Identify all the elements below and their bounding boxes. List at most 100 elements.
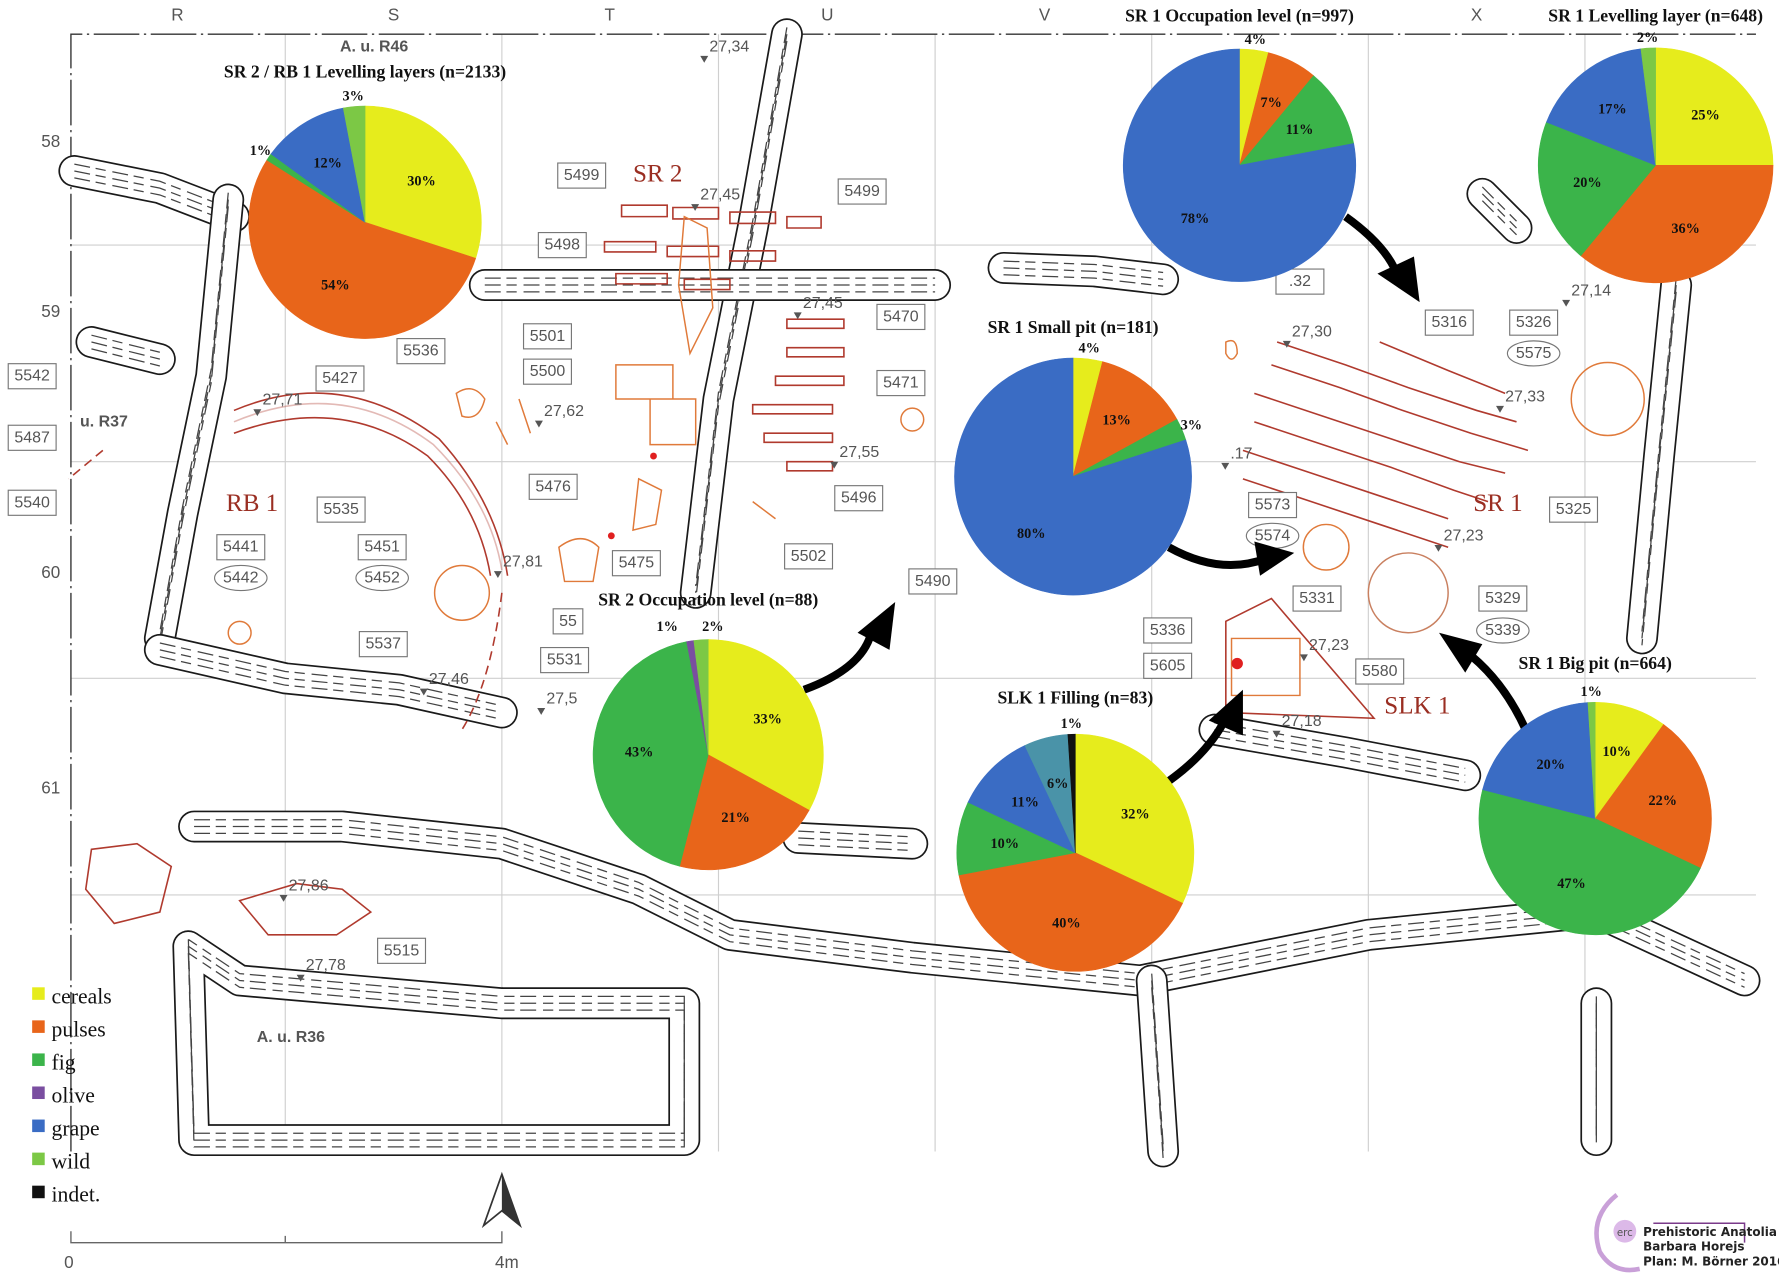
feature-number: 5580	[1362, 663, 1398, 680]
pie-slice-grape	[954, 357, 1192, 596]
pie-slice-label: 1%	[1061, 716, 1082, 732]
elevation-points: 27,34 27,45 27,45 27,71 27,62 27,55 27,81 27,46…	[253, 38, 1611, 982]
elevation-value: 27,86	[289, 877, 329, 894]
pie-slice-pulses	[958, 852, 1183, 972]
pie-slice-label: 21%	[721, 810, 750, 826]
pie-slice-label: 11%	[1011, 794, 1039, 810]
elevation-marker-icon	[830, 461, 839, 469]
archaeological-features	[68, 204, 1645, 936]
column-label: R	[171, 6, 183, 25]
legend-swatch	[32, 1119, 45, 1133]
pie-chart: SR 2 Occupation level (n=88) 33% 21% 43% 1% 2…	[592, 589, 824, 871]
pie-slice-pulses	[679, 754, 810, 871]
pie-slice-grape	[1546, 48, 1656, 166]
scale-end: 4m	[495, 1253, 519, 1272]
feature-number: 5325	[1556, 501, 1592, 518]
feature-number: 5471	[883, 375, 919, 392]
elevation-marker-icon	[700, 55, 709, 63]
feature-label-box	[876, 303, 926, 331]
feature-number: 5498	[545, 237, 581, 254]
feature-label-box	[1275, 268, 1325, 295]
pie-slice-fig	[1478, 789, 1701, 936]
structure-label: SR 2	[633, 160, 682, 187]
legend-label: fig	[52, 1050, 76, 1074]
pie-slice-label: 40%	[1052, 915, 1081, 931]
feature-number: 5502	[791, 548, 827, 565]
legend-label: pulses	[52, 1017, 106, 1041]
feature-number: 5339	[1485, 622, 1521, 639]
feature-label-box	[908, 568, 958, 595]
feature-number: 5470	[883, 308, 919, 325]
pie-chart: SR 2 / RB 1 Levelling layers (n=2133) 30%…	[224, 62, 506, 339]
feature-label-box	[1143, 617, 1193, 644]
pie-slice-pulses	[248, 159, 477, 339]
elevation-marker-icon	[1434, 544, 1443, 552]
arrow-head-icon	[857, 601, 896, 650]
elevation-value: 27,5	[546, 690, 577, 707]
feature-label-box	[557, 162, 607, 189]
feature-label-box	[837, 178, 887, 205]
pie-title: SR 2 / RB 1 Levelling layers (n=2133)	[224, 62, 506, 82]
legend-label: olive	[52, 1083, 95, 1107]
legend-label: cereals	[52, 984, 112, 1008]
elevation-marker-icon	[537, 707, 546, 715]
feature-number: 5515	[384, 942, 420, 959]
north-arrow-icon	[481, 1171, 522, 1229]
legend-label: wild	[52, 1150, 91, 1174]
elevation-marker-icon	[793, 312, 802, 320]
pie-slice-indet	[1067, 733, 1076, 853]
feature-label-box	[522, 358, 572, 385]
pie-slice-label: 4%	[1079, 341, 1100, 357]
feature-label-box	[552, 608, 584, 635]
pie-slice-fig	[1238, 75, 1355, 166]
pie-slice-label: 32%	[1121, 807, 1150, 823]
pie-slice-cereals	[1075, 733, 1195, 904]
elevation-marker-icon	[1562, 299, 1571, 307]
feature-label-oval	[214, 564, 268, 592]
pie-slice-label: 3%	[1181, 417, 1202, 433]
row-label: 58	[41, 132, 60, 151]
feature-label-box	[316, 496, 366, 523]
column-label: S	[388, 6, 399, 25]
feature-number: 5329	[1485, 590, 1521, 607]
feature-number: 5487	[14, 429, 50, 446]
feature-label-box	[1143, 652, 1193, 679]
feature-number: 5336	[1150, 622, 1186, 639]
elevation-value: 27,45	[803, 295, 843, 312]
pie-slice-cereals	[1655, 47, 1774, 166]
pie-slice-label: 80%	[1017, 526, 1046, 542]
feature-label-box	[834, 485, 884, 512]
feature-label-box	[611, 550, 661, 577]
legend-swatch	[32, 1053, 45, 1066]
feature-label-box	[528, 473, 578, 500]
pie-slice-grape	[1123, 48, 1356, 282]
feature-label-box	[1424, 309, 1474, 336]
feature-number: 5427	[322, 370, 358, 387]
pie-slice-wild	[342, 105, 366, 223]
elevation-value: 27,55	[839, 444, 879, 461]
legend-swatch	[32, 1086, 45, 1100]
feature-number: 5326	[1516, 314, 1552, 331]
feature-label-box	[1509, 309, 1559, 336]
row-label: 60	[41, 563, 60, 582]
pie-slice-label: 36%	[1671, 221, 1699, 237]
pie-slice-label: 20%	[1573, 175, 1602, 191]
feature-number: 5531	[547, 652, 583, 669]
feature-label-box	[7, 489, 57, 516]
elevation-marker-icon	[691, 204, 700, 211]
pie-slice-label: 22%	[1649, 793, 1678, 809]
feature-label-box	[358, 631, 408, 658]
arrow-head-icon	[1208, 689, 1243, 736]
elevation-value: 27,33	[1505, 388, 1545, 405]
pie-slice-label: 11%	[1286, 122, 1314, 138]
pie-slice-label: 10%	[1603, 744, 1631, 760]
elevation-value: 27,34	[709, 38, 749, 55]
feature-label-box	[7, 363, 57, 390]
column-label: V	[1039, 6, 1051, 25]
pie-title: SR 1 Small pit (n=181)	[988, 317, 1159, 337]
pie-slice-label: 10%	[991, 836, 1020, 852]
feature-label-box	[522, 323, 572, 350]
credit-project: Prehistoric Anatolia	[1643, 1225, 1777, 1239]
feature-label-box	[377, 937, 427, 964]
